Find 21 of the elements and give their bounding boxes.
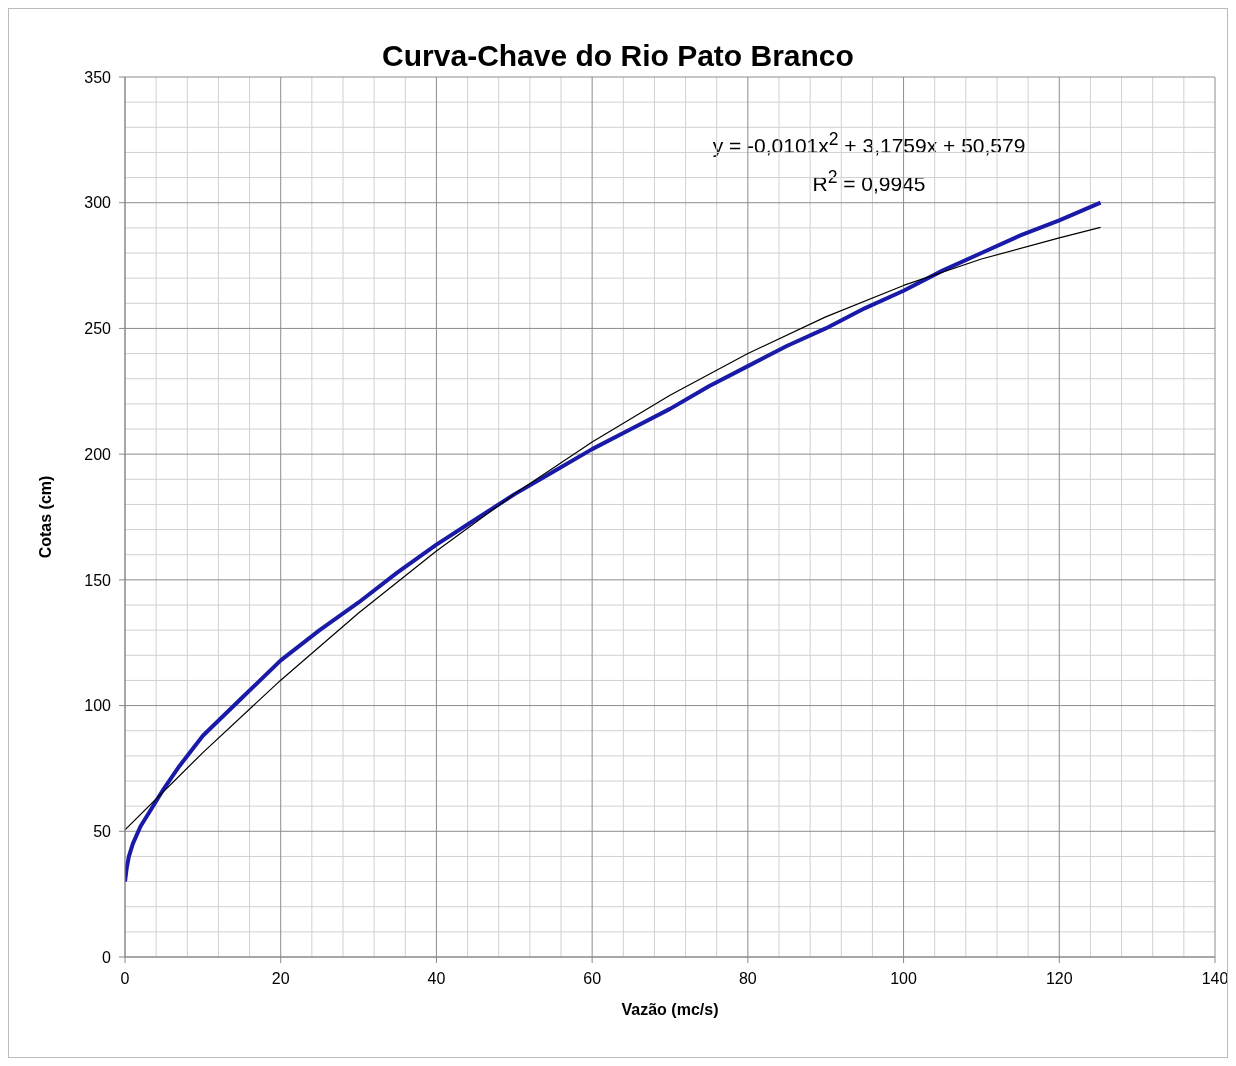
x-tick-label: 140: [1201, 970, 1229, 988]
x-tick-label: 20: [271, 970, 290, 988]
x-axis-title: Vazão (mc/s): [621, 1001, 719, 1018]
annotation: y = -0,0101x$^{2}$ + 3,1759x + 50,579: [711, 129, 1027, 158]
x-tick-label: 40: [427, 970, 446, 988]
annotation: R$^{2}$ = 0,9945: [811, 167, 927, 196]
y-tick-label: 100: [84, 697, 112, 715]
y-tick-label: 200: [84, 445, 112, 463]
x-tick-label: 100: [890, 970, 918, 988]
y-axis-title: Cotas (cm): [36, 475, 54, 559]
y-tick-label: 300: [84, 194, 112, 212]
y-tick-label: 250: [84, 320, 112, 338]
x-tick-label: 60: [583, 970, 602, 988]
x-tick-label: 80: [738, 970, 757, 988]
chart-title: Curva-Chave do Rio Pato Branco: [382, 39, 854, 72]
y-tick-label: 50: [93, 822, 112, 840]
y-tick-label: 350: [84, 68, 112, 86]
x-tick-label: 120: [1045, 970, 1073, 988]
y-tick-label: 150: [84, 571, 112, 589]
y-tick-label: 0: [102, 948, 112, 966]
x-tick-label: 0: [120, 970, 130, 988]
